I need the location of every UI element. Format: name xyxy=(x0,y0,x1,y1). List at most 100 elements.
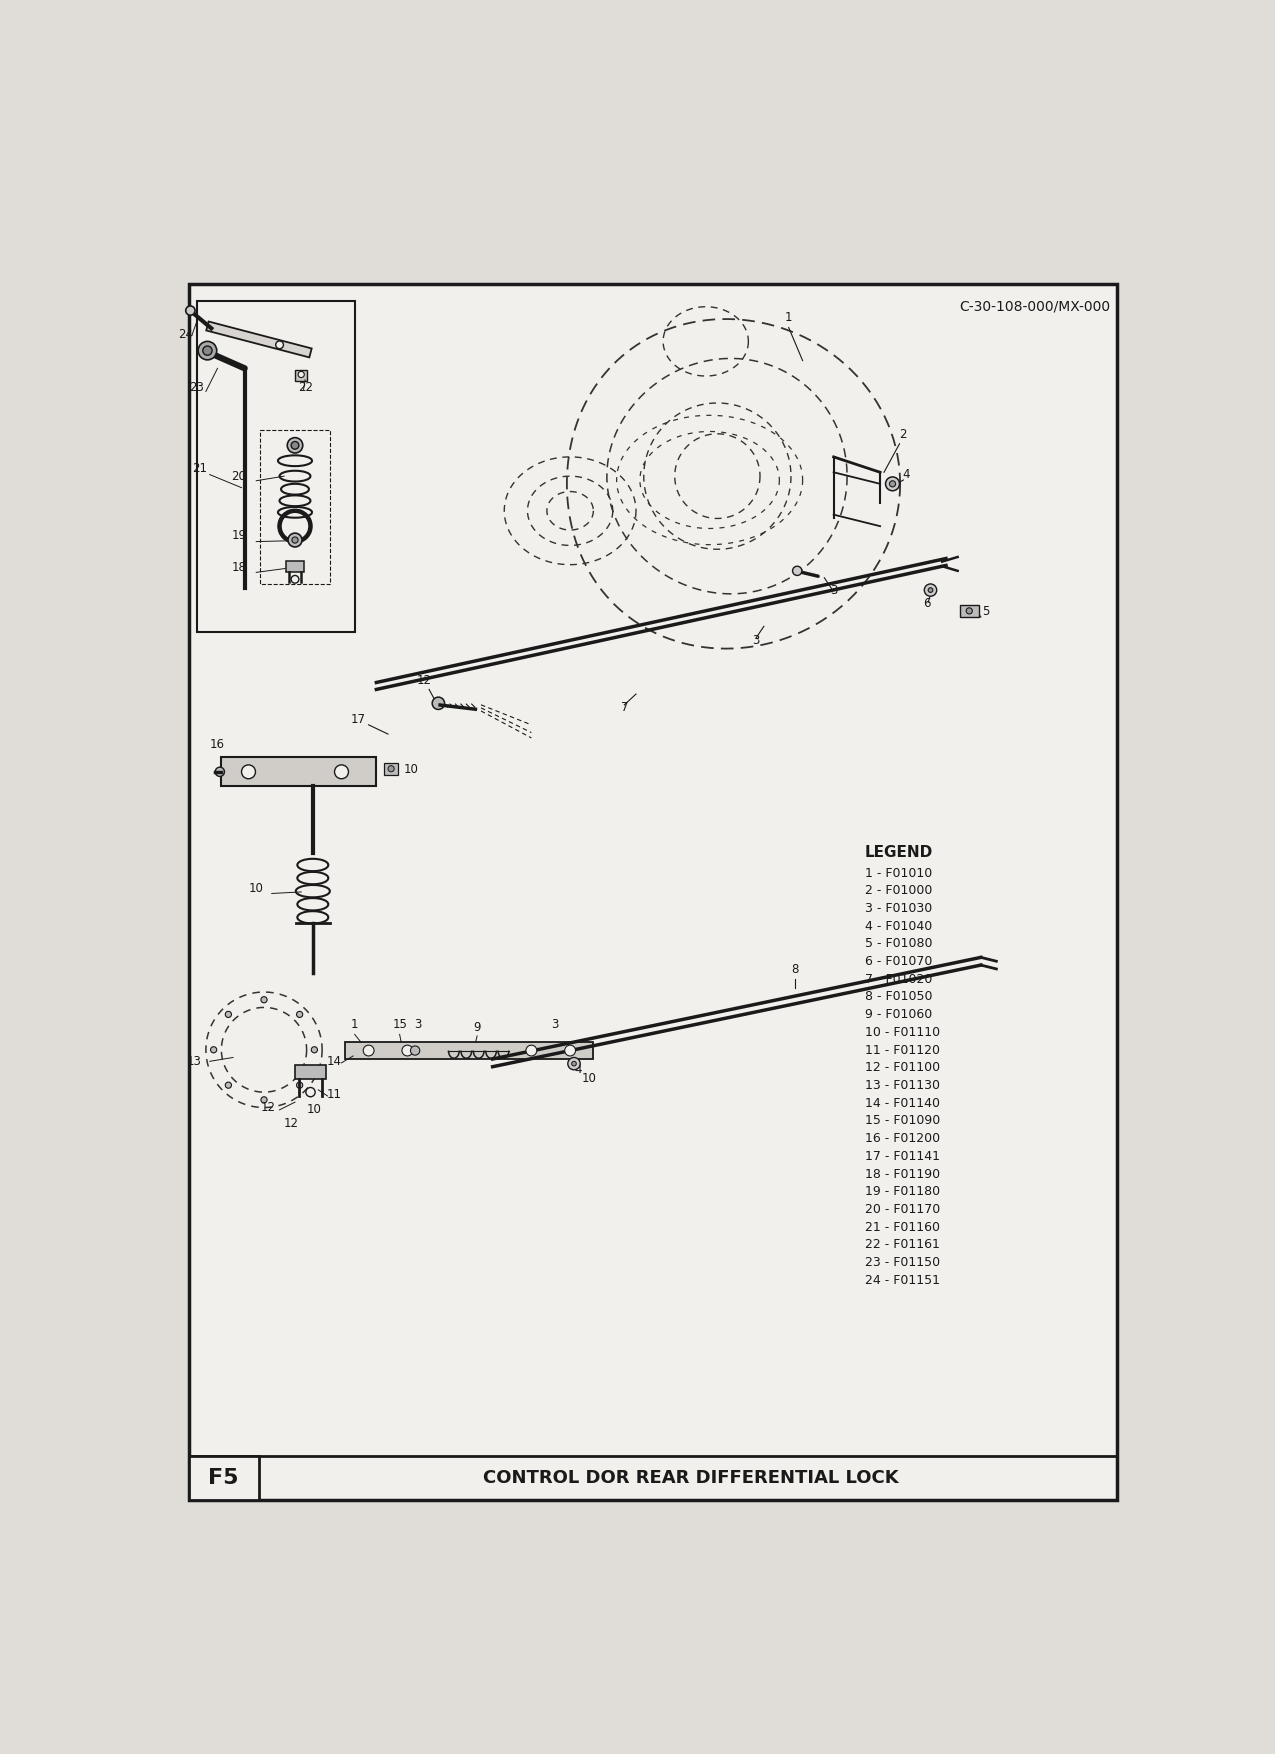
Circle shape xyxy=(571,1061,576,1066)
Text: 10: 10 xyxy=(583,1072,597,1086)
Text: 8 - F01050: 8 - F01050 xyxy=(864,991,932,1003)
Text: C-30-108-000/MX-000: C-30-108-000/MX-000 xyxy=(959,300,1111,314)
Text: 14 - F01140: 14 - F01140 xyxy=(864,1096,940,1110)
Circle shape xyxy=(966,609,973,614)
Text: 7: 7 xyxy=(621,702,629,714)
Circle shape xyxy=(198,342,217,360)
Circle shape xyxy=(924,584,937,596)
Bar xyxy=(196,302,356,633)
Circle shape xyxy=(527,1045,537,1056)
Text: 7 - F01020: 7 - F01020 xyxy=(864,973,932,986)
Text: 9: 9 xyxy=(473,1021,481,1033)
Circle shape xyxy=(186,305,195,316)
Circle shape xyxy=(565,1045,575,1056)
Text: 14: 14 xyxy=(326,1056,342,1068)
Text: 19: 19 xyxy=(231,530,246,542)
Polygon shape xyxy=(207,321,311,358)
Text: 1: 1 xyxy=(351,1019,358,1031)
Circle shape xyxy=(275,340,283,349)
Bar xyxy=(260,430,330,584)
Text: 11: 11 xyxy=(326,1087,342,1100)
Text: 3: 3 xyxy=(752,633,760,647)
Circle shape xyxy=(241,765,255,779)
Text: 10: 10 xyxy=(307,1103,321,1116)
Bar xyxy=(222,758,376,786)
Bar xyxy=(295,1065,326,1079)
Text: 1 - F01010: 1 - F01010 xyxy=(864,866,932,879)
Text: 1: 1 xyxy=(785,310,793,323)
Text: 23 - F01150: 23 - F01150 xyxy=(864,1256,940,1270)
Circle shape xyxy=(388,766,394,772)
Text: 12 - F01100: 12 - F01100 xyxy=(864,1061,940,1075)
Circle shape xyxy=(306,1087,315,1096)
Text: 4: 4 xyxy=(574,1063,581,1075)
Text: 6 - F01070: 6 - F01070 xyxy=(864,956,932,968)
Text: 12: 12 xyxy=(260,1102,275,1114)
Text: 10: 10 xyxy=(249,882,264,895)
Text: 8: 8 xyxy=(792,963,798,975)
Circle shape xyxy=(226,1012,232,1017)
Text: 17: 17 xyxy=(351,712,366,726)
Bar xyxy=(960,605,978,617)
Circle shape xyxy=(297,1012,302,1017)
Text: 18 - F01190: 18 - F01190 xyxy=(864,1168,940,1180)
Circle shape xyxy=(890,481,895,488)
Text: 5: 5 xyxy=(983,605,989,617)
Text: 11 - F01120: 11 - F01120 xyxy=(864,1044,940,1056)
Text: LEGEND: LEGEND xyxy=(864,845,933,859)
Circle shape xyxy=(793,567,802,575)
Text: 10 - F01110: 10 - F01110 xyxy=(864,1026,940,1038)
Circle shape xyxy=(291,575,298,582)
Circle shape xyxy=(287,438,302,453)
Text: 3 - F01030: 3 - F01030 xyxy=(864,902,932,916)
Text: 22: 22 xyxy=(298,381,314,395)
Circle shape xyxy=(432,696,445,709)
Circle shape xyxy=(928,588,933,593)
Circle shape xyxy=(886,477,899,491)
Circle shape xyxy=(261,1096,266,1103)
Circle shape xyxy=(311,1047,317,1052)
Circle shape xyxy=(292,537,298,544)
Circle shape xyxy=(203,346,212,356)
Text: 12: 12 xyxy=(417,674,432,688)
Text: 4 - F01040: 4 - F01040 xyxy=(864,919,932,933)
Text: CONTROL DOR REAR DIFFERENTIAL LOCK: CONTROL DOR REAR DIFFERENTIAL LOCK xyxy=(483,1468,899,1487)
Circle shape xyxy=(297,1082,302,1087)
Circle shape xyxy=(261,996,266,1003)
Bar xyxy=(384,763,398,775)
Text: 9 - F01060: 9 - F01060 xyxy=(864,1009,932,1021)
Circle shape xyxy=(215,766,224,777)
Text: 10: 10 xyxy=(403,763,418,775)
Circle shape xyxy=(363,1045,374,1056)
Text: 16: 16 xyxy=(210,738,224,751)
Text: 19 - F01180: 19 - F01180 xyxy=(864,1186,940,1198)
Text: 13: 13 xyxy=(187,1056,201,1068)
Text: 2: 2 xyxy=(900,428,907,440)
Wedge shape xyxy=(278,509,312,544)
Text: 15: 15 xyxy=(393,1019,407,1031)
Bar xyxy=(346,1042,593,1059)
Circle shape xyxy=(291,442,298,449)
Circle shape xyxy=(210,1047,217,1052)
Text: 21 - F01160: 21 - F01160 xyxy=(864,1221,940,1233)
Text: 4: 4 xyxy=(903,468,910,481)
Text: 16 - F01200: 16 - F01200 xyxy=(864,1131,940,1145)
Circle shape xyxy=(411,1045,419,1056)
Text: 18: 18 xyxy=(231,561,246,574)
Bar xyxy=(295,370,307,381)
Circle shape xyxy=(334,765,348,779)
Text: 6: 6 xyxy=(923,596,931,610)
Bar xyxy=(189,1456,259,1500)
Text: 20 - F01170: 20 - F01170 xyxy=(864,1203,940,1216)
Circle shape xyxy=(226,1082,232,1087)
Text: 23: 23 xyxy=(189,381,204,395)
Text: 24: 24 xyxy=(179,328,194,340)
Text: 3: 3 xyxy=(414,1019,421,1031)
Text: 13 - F01130: 13 - F01130 xyxy=(864,1079,940,1093)
Text: 22 - F01161: 22 - F01161 xyxy=(864,1238,940,1251)
Circle shape xyxy=(288,533,302,547)
Text: 21: 21 xyxy=(193,463,207,475)
Circle shape xyxy=(298,372,305,377)
Text: 3: 3 xyxy=(830,584,838,596)
Bar xyxy=(286,561,305,572)
